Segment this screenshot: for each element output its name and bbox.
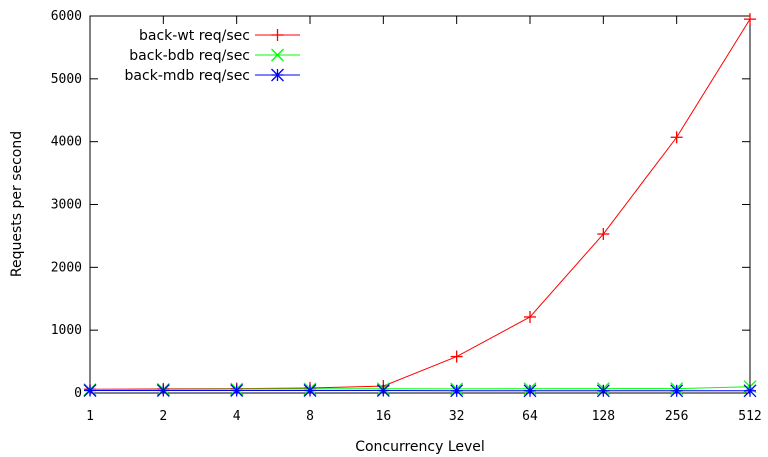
legend-label: back-mdb req/sec: [125, 68, 250, 84]
x-tick-label: 8: [306, 409, 314, 424]
data-point: [524, 310, 536, 323]
data-point: [670, 384, 684, 398]
y-axis-label: Requests per second: [9, 131, 25, 277]
x-tick-label: 64: [522, 409, 538, 424]
y-tick-label: 5000: [51, 72, 82, 87]
y-tick-label: 1000: [51, 323, 82, 338]
data-point: [450, 384, 464, 398]
x-tick-label: 256: [665, 409, 688, 424]
legend-marker: [271, 68, 284, 82]
data-point: [376, 384, 390, 397]
x-axis-label: Concurrency Level: [355, 439, 485, 455]
legend: back-wt req/sec back-bdb req/sec back-mdb …: [125, 28, 300, 84]
legend-marker: [271, 29, 284, 41]
x-tick-label: 512: [738, 409, 761, 424]
data-point: [156, 384, 170, 397]
data-point: [744, 13, 756, 26]
x-axis: 1 2 4 8 16 32 64 128 256 512: [86, 16, 762, 424]
x-tick-label: 4: [233, 409, 241, 424]
legend-label: back-bdb req/sec: [129, 48, 250, 64]
y-tick-label: 0: [74, 386, 82, 401]
data-point: [670, 131, 683, 144]
data-point: [523, 384, 537, 398]
series-layer: [83, 13, 757, 398]
y-tick-label: 4000: [51, 135, 82, 150]
x-tick-label: 2: [159, 409, 167, 424]
legend-label: back-wt req/sec: [139, 28, 250, 44]
y-tick-label: 3000: [51, 198, 82, 213]
data-point: [743, 384, 757, 398]
data-point: [450, 350, 463, 363]
legend-marker: [271, 48, 284, 62]
y-axis: 0 1000 2000 3000 4000 5000 6000: [51, 9, 750, 401]
x-tick-label: 1: [86, 409, 94, 424]
series-2: [83, 384, 757, 398]
x-tick-label: 16: [376, 409, 392, 424]
data-point: [597, 228, 610, 241]
data-point: [230, 384, 244, 397]
y-tick-label: 2000: [51, 260, 82, 275]
x-tick-label: 32: [449, 409, 465, 424]
x-tick-label: 128: [592, 409, 615, 424]
data-point: [596, 384, 610, 398]
data-point: [83, 384, 97, 397]
series-line: [89, 386, 751, 391]
data-point: [303, 384, 317, 397]
y-tick-label: 6000: [51, 9, 82, 24]
